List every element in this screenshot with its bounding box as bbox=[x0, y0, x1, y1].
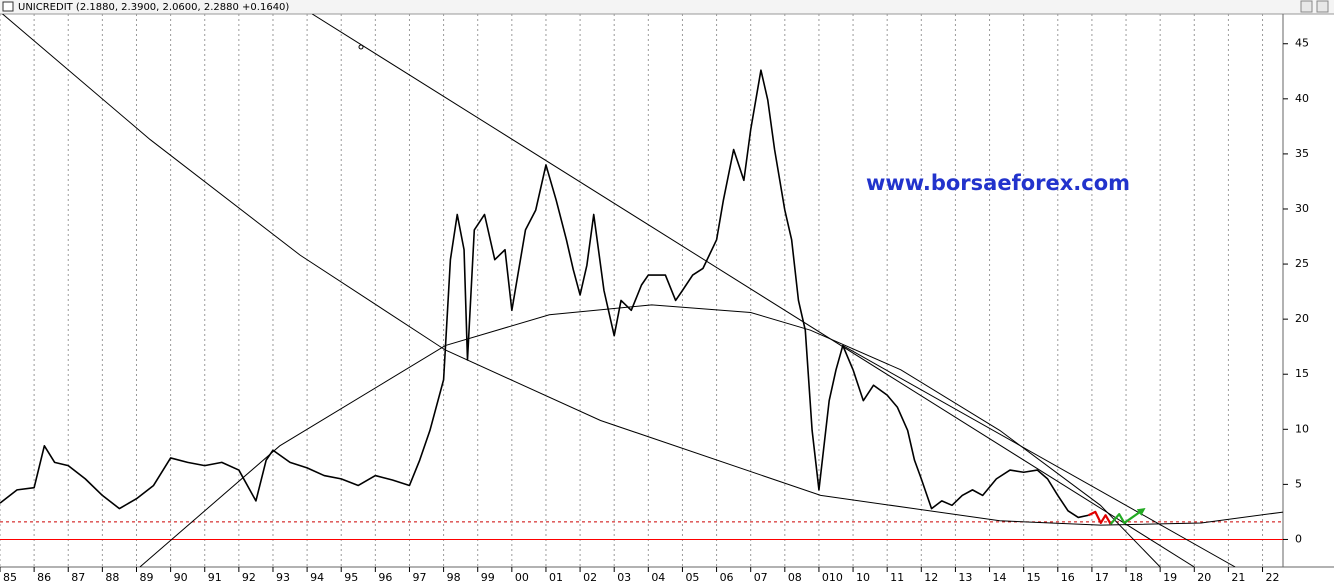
plot-area bbox=[0, 14, 1283, 567]
window-button[interactable] bbox=[1300, 0, 1313, 13]
trendline bbox=[139, 304, 1161, 567]
trendline bbox=[311, 14, 1195, 567]
y-tick-label: 30 bbox=[1295, 202, 1309, 215]
price-line bbox=[0, 69, 1089, 519]
y-tick-label: 25 bbox=[1295, 257, 1309, 270]
x-tick-label: 02 bbox=[583, 571, 597, 584]
axes: 85 86 87 88 89 90 91 92 93 94 95 96 97 98 99 00 01 02 03 04… bbox=[0, 37, 1309, 584]
title-bar bbox=[0, 0, 1334, 14]
trendline bbox=[842, 345, 1236, 567]
x-tick-label: 22 bbox=[1266, 571, 1280, 584]
x-tick-label: 96 bbox=[378, 571, 392, 584]
anchor-point bbox=[358, 44, 364, 50]
x-tick-label: 90 bbox=[174, 571, 188, 584]
x-tick-label: 15 bbox=[1027, 571, 1041, 584]
projection-line bbox=[1088, 510, 1112, 525]
x-tick-label: 12 bbox=[924, 571, 938, 584]
x-tick-label: 18 bbox=[1129, 571, 1143, 584]
x-tick-label: 95 bbox=[344, 571, 358, 584]
x-tick-label: 88 bbox=[105, 571, 119, 584]
x-tick-label: 87 bbox=[71, 571, 85, 584]
x-tick-label: 04 bbox=[651, 571, 665, 584]
y-tick-label: 5 bbox=[1295, 477, 1302, 490]
x-tick-label: 07 bbox=[754, 571, 768, 584]
x-tick-label: 21 bbox=[1231, 571, 1245, 584]
x-tick-label: 91 bbox=[208, 571, 222, 584]
x-tick-label: 05 bbox=[685, 571, 699, 584]
x-tick-label: 93 bbox=[276, 571, 290, 584]
x-tick-label: 20 bbox=[1197, 571, 1211, 584]
x-tick-label: 97 bbox=[412, 571, 426, 584]
watermark: www.borsaeforex.com bbox=[866, 171, 1130, 195]
x-tick-label: 94 bbox=[310, 571, 324, 584]
x-tick-label: 16 bbox=[1061, 571, 1075, 584]
x-tick-label: 06 bbox=[720, 571, 734, 584]
x-tick-label: 00 bbox=[515, 571, 529, 584]
chart-title: UNICREDIT (2.1880, 2.3900, 2.0600, 2.288… bbox=[18, 2, 289, 13]
trendline bbox=[1, 14, 1283, 526]
x-tick-label: 19 bbox=[1163, 571, 1177, 584]
y-tick-label: 40 bbox=[1295, 92, 1309, 105]
x-tick-label: 99 bbox=[481, 571, 495, 584]
x-tick-label: 85 bbox=[3, 571, 17, 584]
window-button[interactable] bbox=[1316, 0, 1329, 13]
x-tick-label: 010 bbox=[822, 571, 843, 584]
window-icon bbox=[2, 1, 14, 12]
y-tick-label: 45 bbox=[1295, 37, 1309, 50]
x-tick-label: 01 bbox=[549, 571, 563, 584]
x-tick-label: 86 bbox=[37, 571, 51, 584]
x-tick-label: 08 bbox=[788, 571, 802, 584]
x-tick-label: 14 bbox=[993, 571, 1007, 584]
y-tick-label: 20 bbox=[1295, 312, 1309, 325]
projection-line bbox=[1109, 507, 1146, 525]
x-tick-label: 13 bbox=[958, 571, 972, 584]
x-tick-label: 10 bbox=[856, 571, 870, 584]
y-tick-label: 15 bbox=[1295, 367, 1309, 380]
x-tick-label: 03 bbox=[617, 571, 631, 584]
y-tick-label: 35 bbox=[1295, 147, 1309, 160]
x-tick-label: 17 bbox=[1095, 571, 1109, 584]
x-tick-label: 89 bbox=[139, 571, 153, 584]
x-tick-label: 11 bbox=[890, 571, 904, 584]
x-tick-label: 98 bbox=[447, 571, 461, 584]
y-tick-label: 0 bbox=[1295, 532, 1302, 545]
x-tick-label: 92 bbox=[242, 571, 256, 584]
y-tick-label: 10 bbox=[1295, 422, 1309, 435]
